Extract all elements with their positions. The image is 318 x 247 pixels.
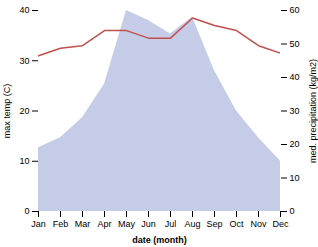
- svg-text:Oct: Oct: [229, 219, 244, 229]
- svg-text:Jun: Jun: [141, 219, 156, 229]
- svg-text:Nov: Nov: [250, 219, 267, 229]
- svg-text:Sep: Sep: [206, 219, 222, 229]
- svg-text:20: 20: [290, 139, 300, 149]
- svg-text:30: 30: [19, 56, 29, 66]
- svg-text:med. precipitation (kg/m2): med. precipitation (kg/m2): [308, 59, 318, 163]
- svg-text:0: 0: [24, 206, 29, 216]
- svg-text:Jan: Jan: [31, 219, 46, 229]
- svg-text:30: 30: [290, 106, 300, 116]
- svg-text:max temp (C): max temp (C): [2, 84, 12, 139]
- svg-text:60: 60: [290, 5, 300, 15]
- svg-text:20: 20: [19, 106, 29, 116]
- svg-text:Dec: Dec: [272, 219, 289, 229]
- svg-text:May: May: [118, 219, 136, 229]
- svg-text:Apr: Apr: [97, 219, 111, 229]
- svg-text:10: 10: [290, 173, 300, 183]
- svg-text:10: 10: [19, 156, 29, 166]
- svg-text:date (month): date (month): [132, 235, 187, 245]
- svg-text:0: 0: [290, 206, 295, 216]
- svg-text:Aug: Aug: [184, 219, 200, 229]
- svg-text:Jul: Jul: [165, 219, 177, 229]
- svg-text:40: 40: [19, 5, 29, 15]
- svg-text:Feb: Feb: [53, 219, 69, 229]
- svg-text:50: 50: [290, 39, 300, 49]
- svg-text:40: 40: [290, 72, 300, 82]
- svg-text:Mar: Mar: [75, 219, 91, 229]
